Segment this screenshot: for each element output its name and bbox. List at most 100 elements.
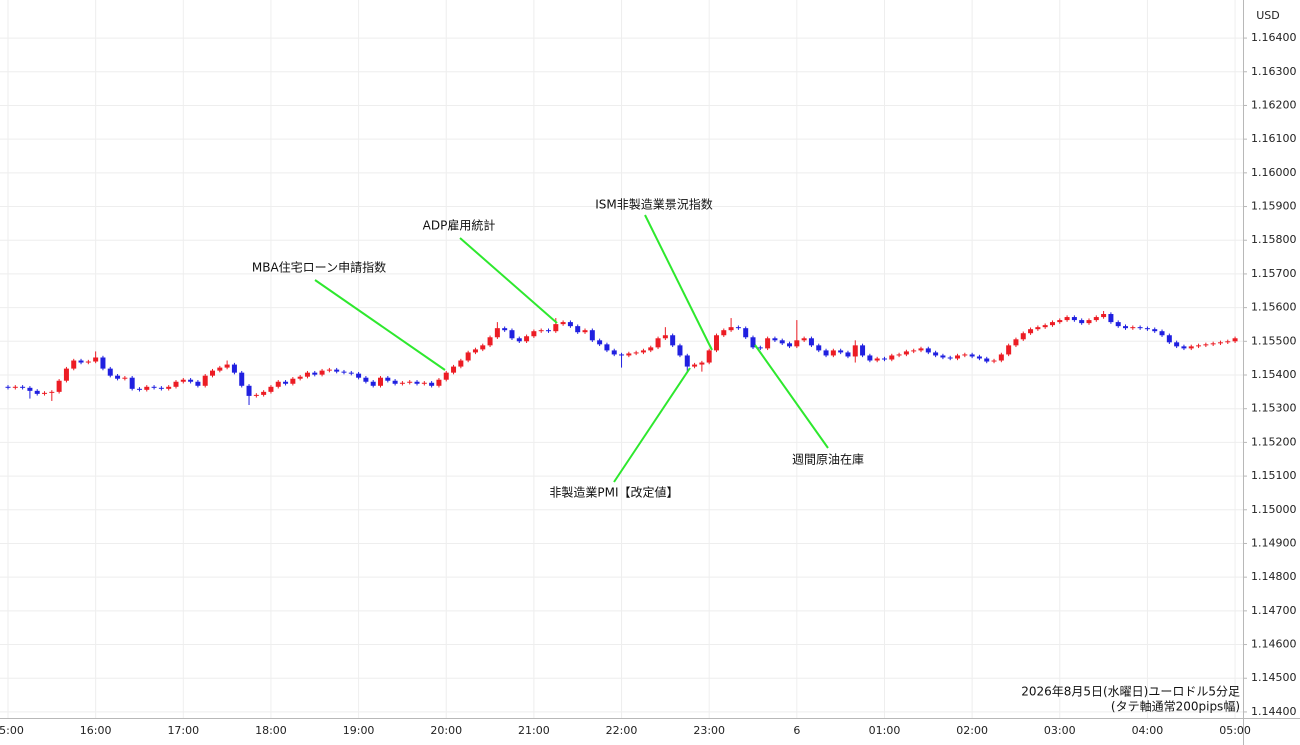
x-tick-label: 15:00: [0, 724, 24, 737]
candle-body: [735, 327, 741, 329]
candle-body: [816, 345, 822, 351]
candle-body: [706, 350, 712, 363]
candle-body: [151, 386, 157, 388]
x-tick-label: 20:00: [430, 724, 462, 737]
candle-body: [1203, 344, 1209, 346]
y-tick-label: 1.15000: [1251, 503, 1297, 516]
candle-body: [918, 348, 924, 351]
y-tick-label: 1.14900: [1251, 536, 1297, 549]
y-tick-label: 1.15900: [1251, 200, 1297, 213]
candle-body: [1232, 338, 1238, 342]
y-tick-label: 1.15500: [1251, 334, 1297, 347]
candle-body: [1174, 342, 1180, 347]
candle-body: [399, 382, 405, 384]
candle-body: [465, 352, 471, 361]
candle-body: [71, 360, 77, 369]
candle-body: [239, 372, 245, 386]
candle-body: [787, 343, 793, 347]
candle-body: [1166, 335, 1172, 343]
candle-body: [487, 337, 493, 346]
candle-body: [334, 369, 340, 372]
candle-body: [947, 357, 953, 359]
y-tick-label: 1.15300: [1251, 402, 1297, 415]
x-tick-label: 03:00: [1044, 724, 1076, 737]
candle-body: [1013, 339, 1019, 346]
candle-body: [326, 369, 332, 371]
candle-body: [655, 338, 661, 348]
candle-body: [597, 340, 603, 345]
candle-body: [436, 379, 442, 386]
candle-body: [794, 340, 800, 347]
candle-body: [348, 372, 354, 374]
candle-body: [1196, 345, 1202, 347]
candle-body: [604, 344, 610, 351]
candle-body: [633, 352, 639, 354]
y-tick-label: 1.16100: [1251, 132, 1297, 145]
candle-body: [531, 331, 537, 337]
candle-body: [107, 368, 113, 376]
candle-body: [1181, 346, 1187, 349]
candle-body: [589, 330, 595, 341]
candle-body: [1057, 320, 1063, 323]
candle-body: [231, 364, 237, 373]
candle-body: [881, 358, 887, 360]
candle-body: [670, 335, 676, 346]
x-tick-label: 17:00: [167, 724, 199, 737]
y-tick-label: 1.15700: [1251, 267, 1297, 280]
x-tick-label: 05:00: [1219, 724, 1251, 737]
candle-body: [713, 335, 719, 351]
candle-body: [1115, 322, 1121, 327]
candle-body: [845, 352, 851, 357]
y-tick-label: 1.16300: [1251, 65, 1297, 78]
candle-body: [976, 356, 982, 359]
candle-body: [246, 385, 252, 396]
annotation-label: ADP雇用統計: [423, 218, 496, 233]
candle-body: [582, 330, 588, 333]
candle-body: [27, 387, 33, 391]
y-tick-label: 1.15600: [1251, 301, 1297, 314]
candle-body: [304, 372, 310, 377]
candle-body: [808, 338, 814, 346]
candle-body: [85, 361, 91, 363]
candle-body: [115, 375, 121, 379]
candle-body: [341, 371, 347, 373]
y-tick-label: 1.14500: [1251, 671, 1297, 684]
candle-body: [1188, 346, 1194, 349]
y-tick-label: 1.16200: [1251, 98, 1297, 111]
candle-body: [721, 330, 727, 336]
candle-body: [188, 379, 194, 382]
candle-body: [392, 380, 398, 384]
candle-body: [933, 352, 939, 356]
candle-body: [363, 377, 369, 382]
candle-body: [1071, 317, 1077, 321]
y-tick-label: 1.16000: [1251, 166, 1297, 179]
annotation-label: 週間原油在庫: [792, 453, 864, 467]
candle-body: [1064, 317, 1070, 321]
x-tick-label: 02:00: [956, 724, 988, 737]
candle-body: [1086, 320, 1092, 324]
candle-body: [867, 355, 873, 361]
candle-body: [830, 350, 836, 356]
candle-body: [662, 335, 668, 339]
candle-body: [1006, 345, 1012, 355]
y-tick-label: 1.15100: [1251, 469, 1297, 482]
candle-body: [545, 330, 551, 332]
candle-body: [414, 381, 420, 384]
y-tick-label: 1.16400: [1251, 31, 1297, 44]
candle-body: [779, 340, 785, 344]
candle-body: [224, 364, 230, 368]
candle-body: [1101, 314, 1107, 318]
candle-body: [903, 351, 909, 355]
y-tick-label: 1.14800: [1251, 570, 1297, 583]
x-tick-label: 21:00: [518, 724, 550, 737]
candle-body: [261, 391, 267, 395]
candle-body: [743, 328, 749, 338]
candle-body: [611, 350, 617, 355]
candle-body: [34, 390, 40, 394]
candle-body: [166, 386, 172, 389]
candle-body: [1035, 327, 1041, 330]
candle-body: [1137, 327, 1143, 329]
candle-body: [180, 379, 186, 382]
candle-body: [443, 372, 449, 380]
